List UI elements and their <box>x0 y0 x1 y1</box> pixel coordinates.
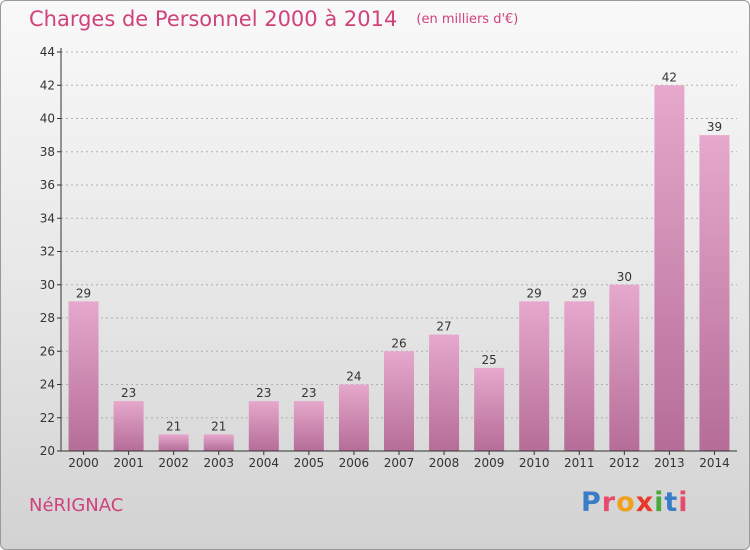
y-tick-label: 28 <box>40 311 55 325</box>
x-tick-label: 2014 <box>699 456 730 470</box>
data-label: 30 <box>617 270 632 284</box>
bar <box>158 434 189 451</box>
data-label: 23 <box>301 386 316 400</box>
commune-name: NéRIGNAC <box>29 495 124 516</box>
chart-subtitle: (en milliers d'€) <box>416 12 519 27</box>
data-label: 39 <box>707 120 722 134</box>
data-label: 42 <box>662 70 677 84</box>
bar <box>609 284 640 451</box>
x-tick-label: 2012 <box>609 456 640 470</box>
data-label: 21 <box>211 419 226 433</box>
data-label: 29 <box>76 286 91 300</box>
data-label: 21 <box>166 419 181 433</box>
data-label: 29 <box>527 286 542 300</box>
proxiti-logo: Proxiti <box>581 487 689 518</box>
bar <box>338 384 369 451</box>
data-label: 29 <box>572 286 587 300</box>
bar <box>429 334 460 451</box>
x-tick-label: 2006 <box>339 456 370 470</box>
x-tick-label: 2004 <box>249 456 280 470</box>
data-label: 23 <box>256 386 271 400</box>
x-tick-label: 2010 <box>519 456 550 470</box>
axes: 20 22 24 26 28 30 32 34 36 38 40 42 44 2000 2001 2002 20… <box>40 45 737 470</box>
x-tick-label: 2001 <box>113 456 144 470</box>
x-tick-label: 2013 <box>654 456 685 470</box>
logo-letter: t <box>664 487 679 518</box>
chart-title: Charges de Personnel 2000 à 2014 <box>29 7 398 31</box>
y-tick-label: 36 <box>40 178 55 192</box>
bar <box>384 351 414 451</box>
logo-letter: i <box>678 487 689 518</box>
y-tick-label: 20 <box>40 444 55 458</box>
bar <box>519 301 550 451</box>
bar <box>68 301 99 451</box>
data-label: 23 <box>121 386 136 400</box>
data-label: 25 <box>481 353 496 367</box>
x-tick-label: 2007 <box>384 456 415 470</box>
x-tick-label: 2009 <box>474 456 505 470</box>
logo-letter: i <box>654 487 665 518</box>
y-tick-label: 24 <box>40 378 55 392</box>
title-row: Charges de Personnel 2000 à 2014 (en mil… <box>29 7 518 31</box>
x-tick-label: 2000 <box>68 456 99 470</box>
y-tick-label: 44 <box>40 45 55 59</box>
bar <box>474 367 505 451</box>
y-tick-label: 38 <box>40 145 55 159</box>
bar <box>203 434 234 451</box>
bar <box>293 401 324 451</box>
y-tick-label: 32 <box>40 245 55 259</box>
data-label: 27 <box>436 320 451 334</box>
x-tick-label: 2003 <box>203 456 234 470</box>
data-labels: 29 23 21 21 23 23 24 26 27 25 29 29 30 42 39 <box>76 70 722 433</box>
logo-letter: r <box>601 487 617 518</box>
bar <box>699 135 730 451</box>
x-tick-label: 2005 <box>294 456 325 470</box>
x-tick-label: 2008 <box>429 456 460 470</box>
bar <box>113 401 144 451</box>
data-label: 24 <box>346 370 361 384</box>
data-label: 26 <box>391 336 406 350</box>
logo-letter: P <box>581 487 602 518</box>
logo-letter: x <box>635 487 655 518</box>
y-tick-label: 26 <box>40 344 55 358</box>
bar <box>248 401 279 451</box>
logo-letter: o <box>616 487 636 518</box>
x-tick-label: 2011 <box>564 456 595 470</box>
x-tick-label: 2002 <box>158 456 189 470</box>
y-tick-label: 22 <box>40 411 55 425</box>
y-tick-label: 42 <box>40 78 55 92</box>
bars <box>68 85 730 451</box>
y-tick-label: 34 <box>40 211 55 225</box>
bar <box>564 301 595 451</box>
bar <box>654 85 685 451</box>
y-tick-label: 40 <box>40 112 55 126</box>
y-tick-label: 30 <box>40 278 55 292</box>
